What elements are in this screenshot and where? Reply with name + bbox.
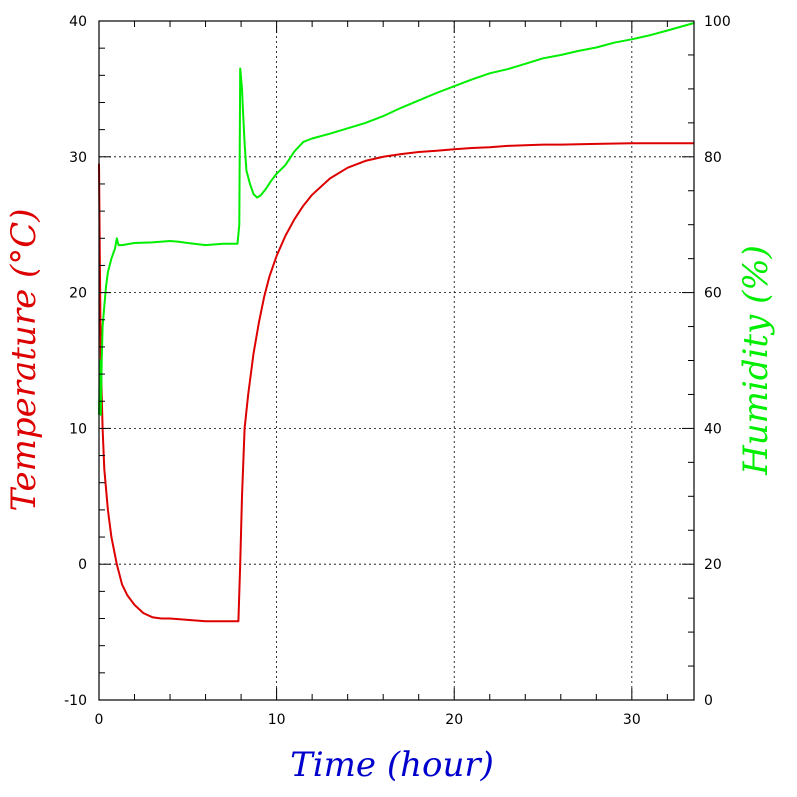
x-tick-label-30: 30	[623, 712, 641, 728]
y2-tick-label-60: 60	[704, 286, 722, 302]
x-tick-label-10: 10	[268, 712, 286, 728]
x-tick-label-20: 20	[445, 712, 463, 728]
series-line-temperature	[98, 142, 694, 623]
y-tick-label-10: 10	[69, 421, 87, 437]
tick-labels: 0 10 20 30 -10 0 10 20 30 40 0 20 40 60 80 100	[64, 14, 731, 728]
y-tick-label--10: -10	[64, 693, 87, 709]
y2-tick-label-0: 0	[704, 693, 713, 709]
series-line-humidity	[98, 22, 695, 416]
x-tick-label-0: 0	[95, 712, 104, 728]
y-tick-label-30: 30	[69, 150, 87, 166]
y-tick-label-0: 0	[78, 557, 87, 573]
y2-tick-label-20: 20	[704, 557, 722, 573]
y2-tick-label-40: 40	[704, 421, 722, 437]
x-axis-title: Time (hour)	[290, 745, 494, 785]
y-tick-label-40: 40	[69, 14, 87, 30]
y-tick-label-20: 20	[69, 286, 87, 302]
y-axis-title-right: Humidity (%)	[736, 245, 776, 476]
y2-tick-label-80: 80	[704, 150, 722, 166]
y2-tick-label-100: 100	[704, 14, 731, 30]
tick-marks	[98, 20, 694, 701]
y-axis-title-left: Temperature (°C)	[4, 208, 44, 511]
grid-lines	[99, 21, 694, 700]
data-series	[98, 22, 695, 623]
